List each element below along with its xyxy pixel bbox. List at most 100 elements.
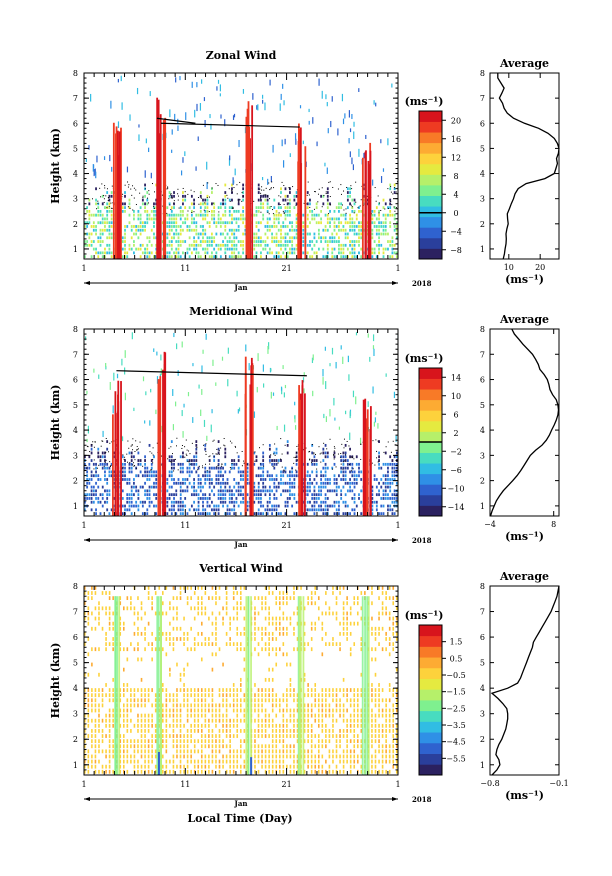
heatmap-cell xyxy=(391,500,394,504)
heatmap-cell xyxy=(291,251,294,255)
heatmap-cell xyxy=(232,759,235,764)
heatmap-cell xyxy=(133,611,136,616)
heatmap-cell xyxy=(179,232,182,236)
heatmap-cell xyxy=(293,198,296,202)
heatmap-cell xyxy=(257,611,260,616)
heatmap-cell xyxy=(219,206,222,210)
contour-dot xyxy=(109,466,111,468)
heatmap-cell xyxy=(389,504,392,508)
heatmap-cell xyxy=(380,466,383,470)
heatmap-cell xyxy=(200,642,203,646)
colorbar-swatch xyxy=(419,463,442,475)
heatmap-cell xyxy=(141,243,144,247)
heatmap-cell xyxy=(239,739,242,744)
heatmap-cell xyxy=(260,255,262,259)
heatmap-cell xyxy=(217,247,220,251)
heatmap-cell xyxy=(126,698,129,703)
average-y-tick-label: 7 xyxy=(480,94,485,103)
heatmap-cell xyxy=(326,504,329,508)
heatmap-cell xyxy=(173,206,175,210)
heatmap-cell xyxy=(344,474,347,478)
heatmap-cell xyxy=(202,228,204,232)
heatmap-cell xyxy=(165,688,168,692)
contour-dot xyxy=(136,449,138,451)
heatmap-cell xyxy=(137,497,140,500)
heatmap-cell xyxy=(193,485,195,489)
heatmap-cell xyxy=(215,616,217,621)
heatmap-cell xyxy=(94,626,97,631)
heatmap-cell xyxy=(243,647,246,652)
heatmap-cell xyxy=(268,688,270,692)
heatmap-cell xyxy=(282,611,285,616)
heatmap-cell xyxy=(219,489,222,493)
heatmap-cell xyxy=(271,616,274,621)
heatmap-cell xyxy=(340,247,343,251)
heatmap-cell xyxy=(169,713,171,718)
heatmap-cell xyxy=(302,213,305,217)
heatmap-cell xyxy=(95,470,97,474)
heatmap-cell xyxy=(335,508,338,512)
contour-dot xyxy=(269,198,271,200)
heatmap-cell xyxy=(213,217,216,221)
heatmap-cell xyxy=(95,232,97,236)
heatmap-cell xyxy=(84,688,86,692)
heatmap-cell xyxy=(168,485,171,489)
heatmap-cell xyxy=(170,504,173,508)
contour-dot xyxy=(127,440,129,442)
heatmap-cell xyxy=(239,647,242,652)
heatmap-cell xyxy=(243,749,246,754)
heatmap-cell xyxy=(97,213,100,217)
heatmap-cell xyxy=(320,470,323,474)
heatmap-cell xyxy=(380,225,383,228)
heatmap-cell xyxy=(289,693,292,698)
heatmap-cell xyxy=(289,236,291,240)
heatmap-cell xyxy=(389,240,392,243)
heatmap-cell xyxy=(211,187,213,191)
colorbar-unit: (ms⁻¹) xyxy=(405,352,444,365)
heatmap-cell xyxy=(204,713,207,718)
heatmap-cell xyxy=(385,373,387,377)
heatmap-cell xyxy=(206,240,209,243)
heatmap-cell xyxy=(208,255,211,259)
heatmap-cell xyxy=(195,166,197,171)
heatmap-cell xyxy=(340,243,343,247)
heatmap-cell xyxy=(275,240,278,243)
contour-dot xyxy=(193,191,195,193)
heatmap-cell xyxy=(387,206,389,210)
heatmap-cell xyxy=(197,703,200,708)
heatmap-cell xyxy=(225,744,228,749)
heatmap-cell xyxy=(108,596,111,601)
contour-dot xyxy=(343,447,345,449)
heatmap-cell xyxy=(242,191,245,194)
heatmap-cell xyxy=(218,611,221,616)
heatmap-cell xyxy=(108,713,111,718)
heatmap-cell xyxy=(280,206,282,210)
contour-dot xyxy=(355,181,357,183)
heatmap-cell xyxy=(110,251,113,255)
heatmap-cell xyxy=(373,209,376,213)
contour-dot xyxy=(132,449,134,451)
heatmap-cell xyxy=(193,688,196,692)
heatmap-cell xyxy=(264,198,267,202)
heatmap-cell xyxy=(170,440,173,443)
heatmap-cell xyxy=(237,481,240,485)
heatmap-cell xyxy=(126,657,129,662)
heatmap-cell xyxy=(191,81,193,88)
heatmap-cell xyxy=(182,198,184,202)
heatmap-cell xyxy=(395,466,398,470)
heatmap-cell xyxy=(206,251,209,255)
heatmap-cell xyxy=(202,493,204,497)
heatmap-cell xyxy=(140,734,143,738)
heatmap-cell xyxy=(304,146,307,259)
heatmap-cell xyxy=(271,647,274,652)
heatmap-cell xyxy=(331,255,334,259)
contour-dot xyxy=(104,187,106,189)
heatmap-cell xyxy=(242,485,245,489)
heatmap-cell xyxy=(146,221,149,225)
heatmap-cell xyxy=(94,708,97,713)
heatmap-cell xyxy=(317,232,320,236)
heatmap-cell xyxy=(84,769,86,774)
heatmap-cell xyxy=(128,493,131,497)
heatmap-cell xyxy=(261,596,263,601)
heatmap-cell xyxy=(242,470,245,474)
